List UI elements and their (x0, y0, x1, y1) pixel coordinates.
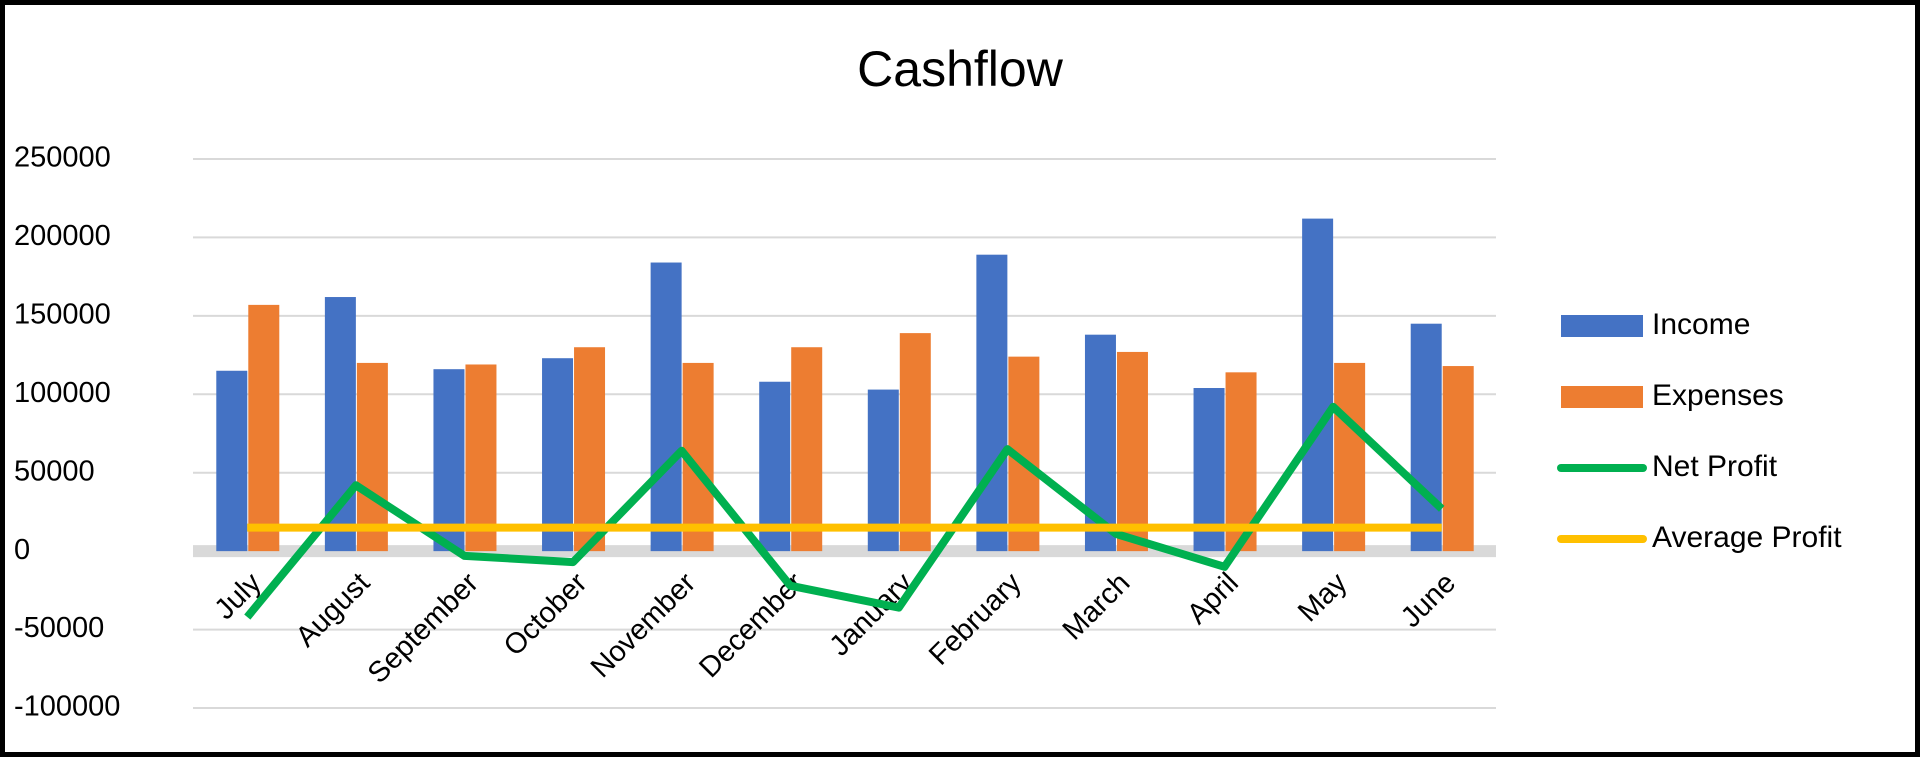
bar (1334, 362, 1366, 552)
legend-label: Average Profit (1652, 521, 1842, 554)
bar (465, 364, 497, 552)
legend-swatch (1561, 386, 1643, 408)
bar (356, 362, 388, 552)
bar (899, 333, 931, 552)
y-tick-label: 200000 (14, 220, 111, 252)
legend-swatch (1561, 315, 1643, 337)
legend-label: Expenses (1652, 379, 1784, 412)
bar (433, 369, 465, 552)
y-tick-label: 0 (14, 534, 30, 566)
y-tick-label: -50000 (14, 612, 104, 644)
chart-title: Cashflow (857, 41, 1064, 97)
bar (1442, 366, 1474, 552)
bar (1302, 218, 1334, 552)
bar (1410, 323, 1442, 552)
legend-label: Income (1652, 308, 1750, 341)
zero-axis (193, 545, 1496, 558)
bar (216, 370, 248, 552)
bar (759, 381, 791, 552)
y-tick-label: -100000 (14, 691, 120, 723)
bar (574, 347, 606, 552)
y-tick-label: 150000 (14, 299, 111, 331)
legend-label: Net Profit (1652, 450, 1778, 483)
bar (791, 347, 823, 552)
y-tick-label: 100000 (14, 377, 111, 409)
bar (976, 254, 1008, 552)
bar (1116, 351, 1148, 552)
bar (542, 358, 574, 552)
bar (248, 304, 280, 552)
bar (650, 262, 682, 552)
line (244, 402, 1445, 620)
y-tick-label: 250000 (14, 142, 111, 174)
y-tick-label: 50000 (14, 455, 95, 487)
